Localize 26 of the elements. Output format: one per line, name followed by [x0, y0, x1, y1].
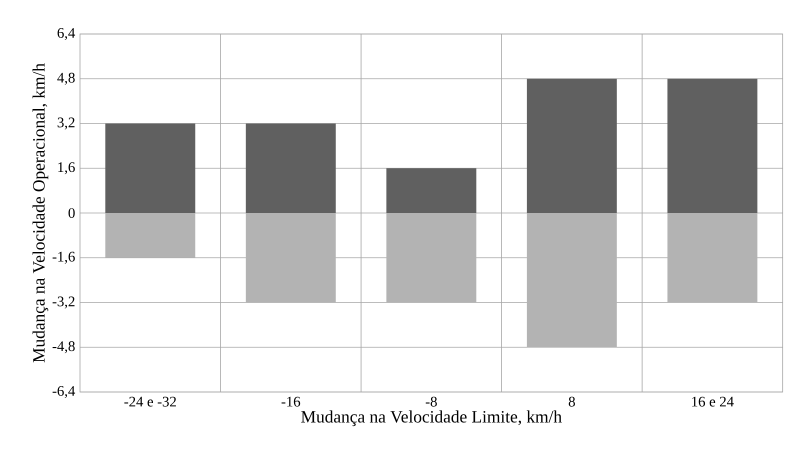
bar — [105, 213, 196, 258]
bar — [386, 168, 476, 213]
bar — [246, 124, 336, 213]
bar — [667, 213, 758, 302]
x-tick-label: 8 — [568, 396, 575, 407]
x-tick-label: -8 — [426, 396, 437, 407]
y-tick-label: -3,2 — [52, 296, 74, 308]
y-tick-label: 0 — [68, 208, 75, 218]
x-tick-label: -24 e -32 — [124, 396, 176, 407]
bar — [105, 124, 196, 213]
y-tick-label: 4,8 — [57, 72, 75, 85]
bar — [526, 78, 617, 213]
bar — [246, 213, 336, 302]
y-tick-label: -1,6 — [52, 252, 75, 264]
bar — [667, 78, 758, 213]
x-axis-title: Mudança na Velocidade Limite, km/h — [301, 410, 562, 426]
y-tick-label: 3,2 — [58, 118, 74, 130]
y-axis-title: Mudança na Velocidade Operacional, km/h — [32, 63, 48, 362]
y-tick-label: 1,6 — [58, 162, 75, 174]
y-tick-label: 6,4 — [58, 28, 76, 40]
y-tick-label: -6,4 — [52, 386, 76, 398]
bar — [526, 213, 617, 348]
bar — [386, 213, 476, 302]
y-tick-label: -4,8 — [52, 341, 75, 354]
x-tick-label: -16 — [282, 396, 300, 407]
x-tick-label: 16 e 24 — [692, 396, 734, 407]
